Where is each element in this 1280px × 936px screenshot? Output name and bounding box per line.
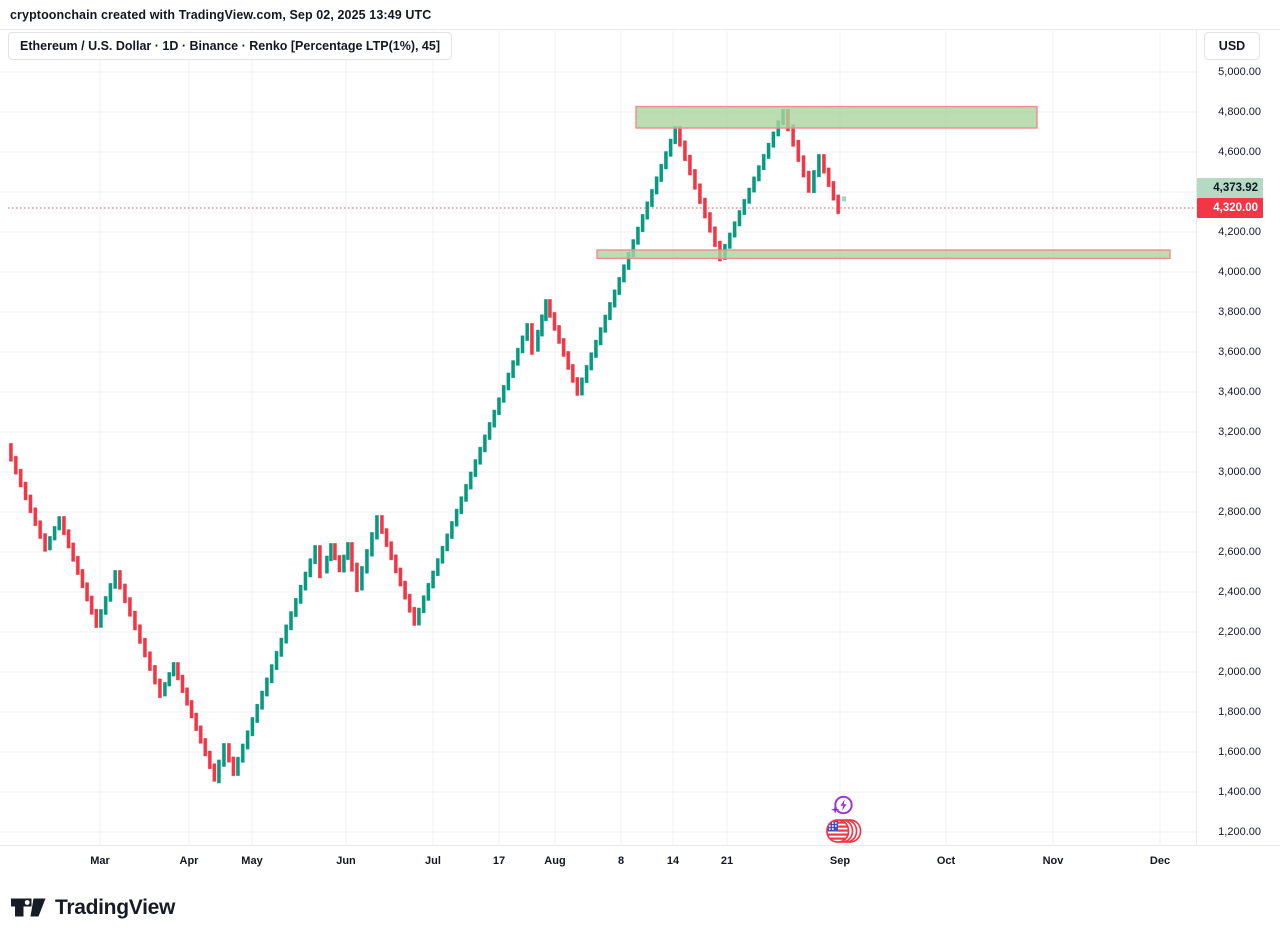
time-axis[interactable]: Mar Apr May Jun Jul 17 Aug 8 14 21 Sep Oct Nov Dec (0, 845, 1280, 879)
upper-price-label: 4,373.92 (1197, 178, 1263, 198)
renko-chart[interactable] (0, 30, 1196, 845)
symbol-title: Ethereum / U.S. Dollar · 1D · Binance · … (20, 39, 441, 53)
us-flag-events-icon[interactable] (826, 819, 862, 843)
price-tick-label: 5,000.00 (1218, 65, 1261, 78)
price-tick-label: 3,400.00 (1218, 385, 1261, 398)
time-tick-label: 17 (492, 855, 506, 867)
time-tick-label: Mar (90, 855, 110, 867)
symbol-header: Ethereum / U.S. Dollar · 1D · Binance · … (8, 32, 453, 60)
time-tick-label: Jul (425, 855, 441, 867)
renko-bricks (8, 108, 841, 784)
time-tick-label: Aug (544, 855, 566, 867)
price-tick-label: 1,200.00 (1218, 825, 1261, 838)
time-tick-label: Nov (1042, 855, 1064, 867)
price-tick-label: 2,000.00 (1218, 665, 1261, 678)
price-tick-label: 2,600.00 (1218, 545, 1261, 558)
footer: TradingView (0, 878, 1280, 936)
price-tick-label: 1,400.00 (1218, 785, 1261, 798)
price-tick-label: 2,200.00 (1218, 625, 1261, 638)
time-tick-label: May (241, 855, 263, 867)
brand-name: TradingView (55, 895, 176, 919)
price-tick-label: 1,600.00 (1218, 745, 1261, 758)
price-axis-divider (1196, 30, 1197, 845)
time-tick-label: 21 (720, 855, 734, 867)
time-tick-label: Apr (179, 855, 199, 867)
time-tick-label: Sep (829, 855, 851, 867)
tradingview-logo-icon[interactable] (10, 894, 48, 921)
gridlines (0, 31, 1196, 845)
price-axis[interactable]: 5,000.00 4,800.00 4,600.00 4,200.00 4,000.00… (1197, 30, 1280, 845)
demand-zone[interactable] (596, 249, 1171, 260)
price-tick-label: 4,600.00 (1218, 145, 1261, 158)
price-tick-label: 4,000.00 (1218, 265, 1261, 278)
time-tick-label: 8 (617, 855, 625, 867)
time-tick-label: Jun (336, 855, 356, 867)
price-tick-label: 2,800.00 (1218, 505, 1261, 518)
forming-brick (842, 196, 847, 202)
price-tick-label: 3,200.00 (1218, 425, 1261, 438)
attribution-text: cryptoonchain created with TradingView.c… (10, 7, 432, 22)
price-tick-label: 3,600.00 (1218, 345, 1261, 358)
price-tick-label: 3,800.00 (1218, 305, 1261, 318)
key-events-icon[interactable] (831, 795, 853, 815)
price-tick-label: 3,000.00 (1218, 465, 1261, 478)
time-tick-label: 14 (666, 855, 680, 867)
last-price-label: 4,320.00 (1197, 198, 1263, 218)
currency-button[interactable]: USD (1204, 32, 1260, 60)
price-tick-label: 1,800.00 (1218, 705, 1261, 718)
top-pane-divider (0, 29, 1280, 30)
price-tick-label: 4,800.00 (1218, 105, 1261, 118)
price-tick-label: 2,400.00 (1218, 585, 1261, 598)
attribution-bar: cryptoonchain created with TradingView.c… (0, 0, 1280, 29)
price-tick-label: 4,200.00 (1218, 225, 1261, 238)
time-tick-label: Dec (1149, 855, 1171, 867)
supply-zone[interactable] (635, 105, 1038, 129)
time-tick-label: Oct (936, 855, 956, 867)
